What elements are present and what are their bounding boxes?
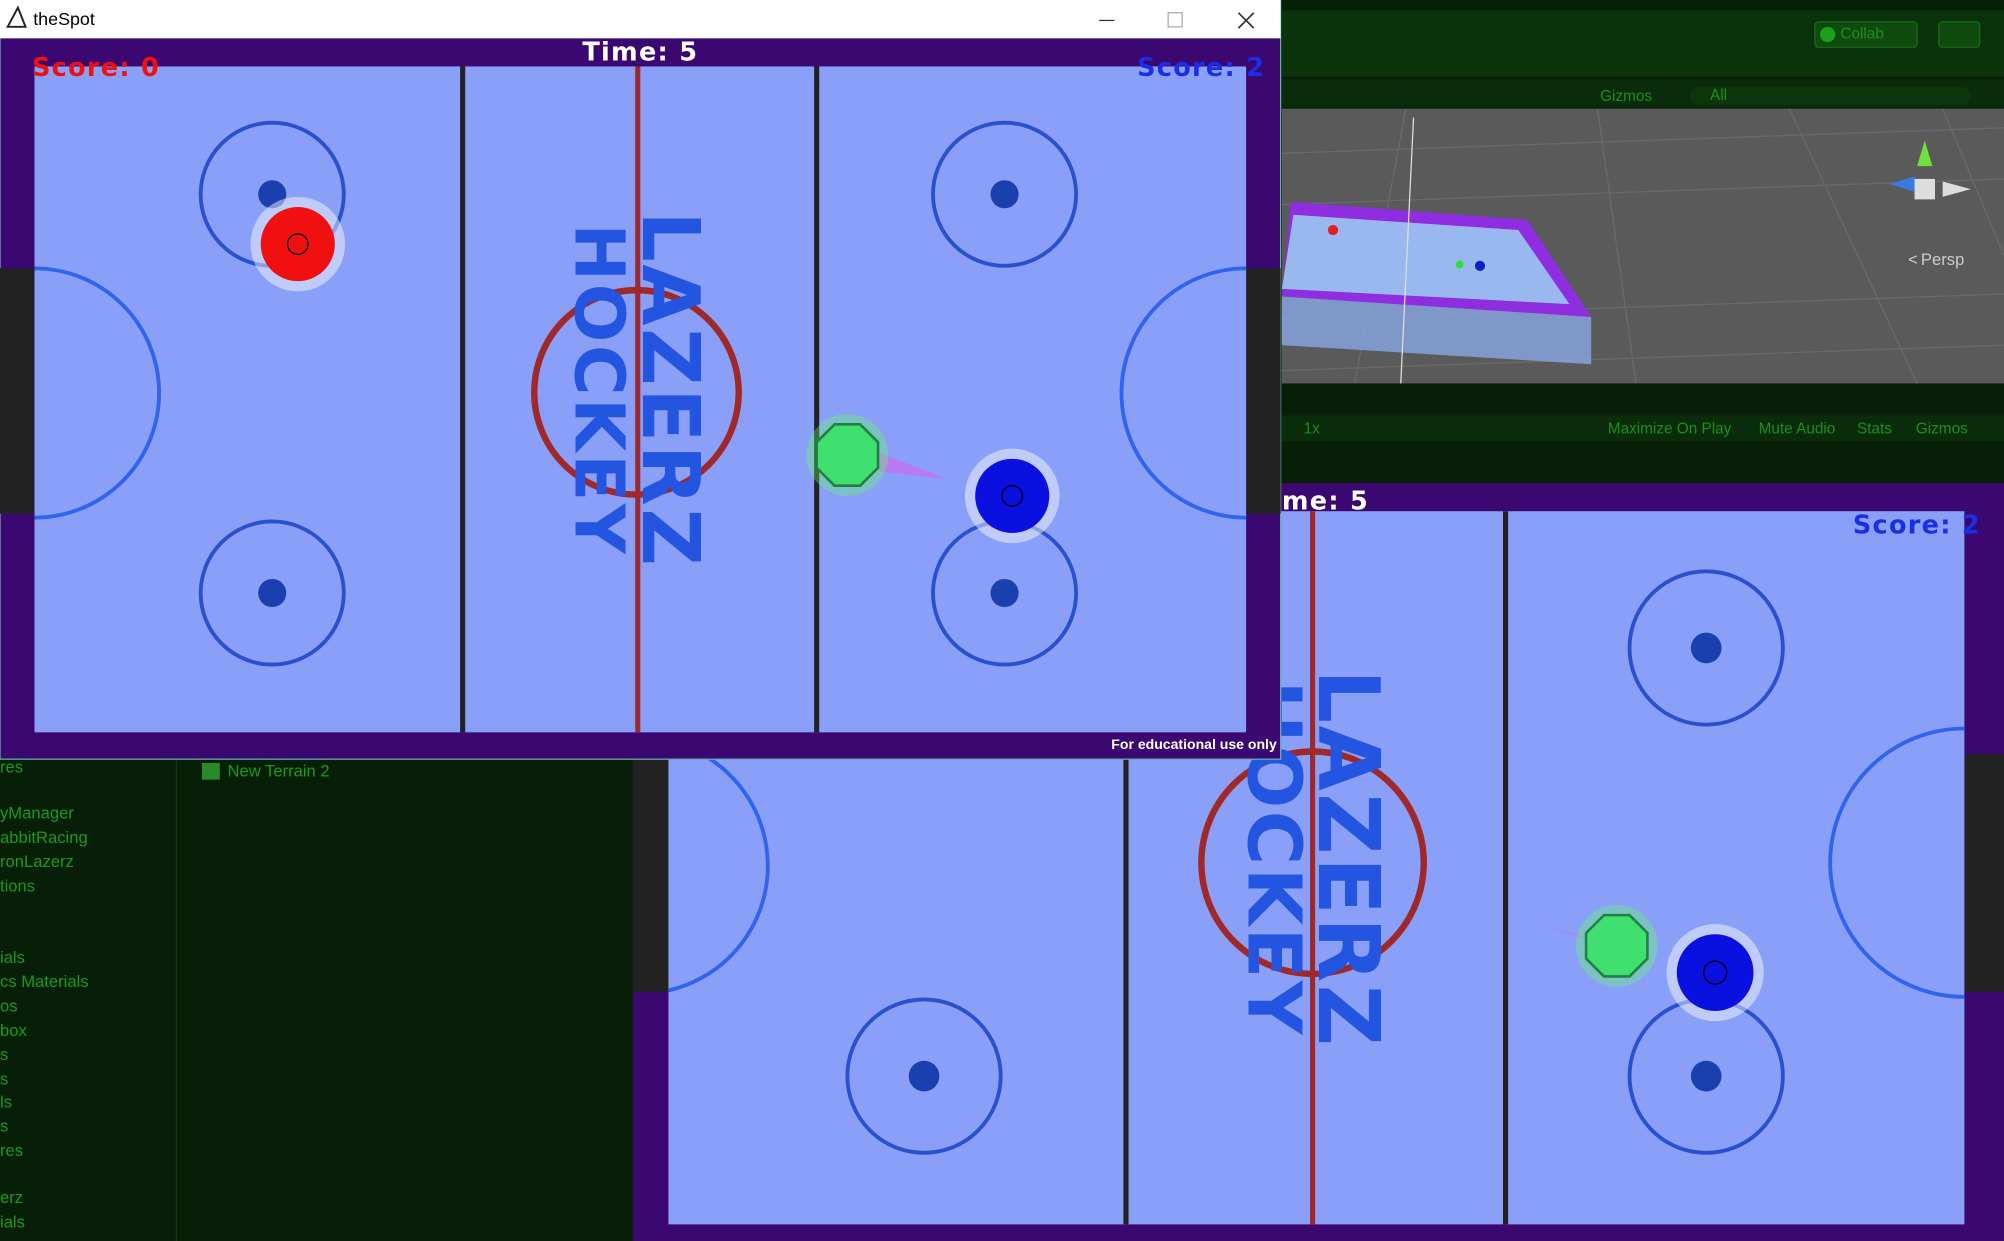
hierarchy-list: res yManager abbitRacing ronLazerz tions ials… bbox=[0, 758, 89, 1232]
paddle-center bbox=[286, 233, 309, 255]
logo-top: LAZERZ bbox=[624, 211, 717, 568]
game-scale[interactable]: 1x bbox=[1304, 420, 1321, 437]
app-icon bbox=[6, 5, 27, 28]
scene-gizmos[interactable]: Gizmos bbox=[1600, 88, 1652, 105]
scene-floor bbox=[1281, 296, 1592, 365]
toolbar-button[interactable]: Mute Audio bbox=[1759, 420, 1836, 437]
goal-left bbox=[632, 754, 669, 992]
collab-button[interactable] bbox=[1814, 21, 1918, 48]
scene-blue-paddle bbox=[1474, 260, 1486, 271]
center-circle bbox=[531, 286, 742, 498]
hierarchy-item[interactable]: s bbox=[0, 1045, 8, 1064]
persp-label[interactable]: Persp bbox=[1921, 250, 1964, 269]
hierarchy-item[interactable]: erz bbox=[0, 1188, 23, 1207]
puck bbox=[815, 423, 880, 487]
toolbar-button[interactable]: Stats bbox=[1857, 420, 1892, 437]
footer-note: For educational use only bbox=[1111, 736, 1277, 752]
hierarchy-item[interactable]: res bbox=[0, 758, 23, 777]
cloud-button[interactable] bbox=[1938, 21, 1981, 48]
search-text[interactable]: All bbox=[1710, 87, 1727, 104]
time: Time: 5 bbox=[582, 38, 698, 68]
hierarchy-item[interactable]: cs Materials bbox=[0, 972, 89, 991]
gizmo-z bbox=[1888, 176, 1915, 192]
hierarchy-item[interactable]: ials bbox=[0, 1212, 25, 1231]
toolbar-button[interactable]: Maximize On Play bbox=[1608, 420, 1732, 437]
scene-axis-line bbox=[1400, 117, 1415, 384]
score-left: Score: 0 bbox=[32, 53, 160, 83]
game-view-time: me: 5 bbox=[1282, 486, 1369, 516]
scene-rink bbox=[1281, 214, 1570, 305]
hierarchy-item[interactable]: tions bbox=[0, 876, 35, 895]
project-item[interactable]: New Terrain 2 bbox=[227, 761, 329, 780]
gizmo-x bbox=[1942, 181, 1971, 197]
maximize-button[interactable] bbox=[1167, 12, 1183, 28]
blue-paddle bbox=[1676, 934, 1754, 1011]
game-view-score: Score: 2 bbox=[1853, 511, 1981, 541]
game-toolbar-buttons: Maximize On Play Mute Audio Stats Gizmos bbox=[1608, 420, 1968, 437]
title-bar bbox=[0, 0, 1281, 39]
rink-markings bbox=[667, 569, 1965, 1155]
collab-icon bbox=[1819, 26, 1836, 43]
persp-arrow: < bbox=[1908, 250, 1918, 269]
score-right: Score: 2 bbox=[1137, 53, 1265, 83]
search-field[interactable] bbox=[1689, 86, 1971, 105]
goal-left bbox=[0, 268, 35, 514]
center-circle bbox=[1198, 748, 1427, 978]
paddle-center bbox=[1001, 485, 1024, 507]
terrain-icon bbox=[201, 763, 220, 780]
collab-label[interactable]: Collab bbox=[1840, 26, 1883, 43]
hierarchy-item[interactable]: s bbox=[0, 1117, 8, 1136]
faceoff-dots bbox=[258, 180, 1019, 608]
hierarchy-item[interactable]: res bbox=[0, 1141, 23, 1160]
close-button[interactable] bbox=[1237, 12, 1255, 29]
red-paddle bbox=[260, 207, 335, 282]
goal-right bbox=[1964, 754, 2004, 992]
blue-paddle bbox=[975, 458, 1050, 533]
hierarchy-item[interactable]: yManager bbox=[0, 804, 74, 823]
gizmo-center bbox=[1914, 178, 1935, 200]
hierarchy-item[interactable]: box bbox=[0, 1021, 27, 1040]
scene-grid bbox=[1281, 108, 2004, 384]
hierarchy-item[interactable]: ials bbox=[0, 948, 25, 967]
puck bbox=[1584, 913, 1649, 978]
hierarchy-item[interactable]: s bbox=[0, 1069, 8, 1088]
scene-red-paddle bbox=[1327, 224, 1339, 236]
window-title: theSpot bbox=[33, 9, 95, 29]
hierarchy-item[interactable]: os bbox=[0, 997, 18, 1016]
hierarchy-item[interactable]: abbitRacing bbox=[0, 828, 88, 847]
logo-bottom: HOCKEY bbox=[558, 223, 638, 556]
hierarchy-item[interactable]: ls bbox=[0, 1092, 12, 1111]
faceoff-dots bbox=[908, 632, 1722, 1092]
paddle-center bbox=[1703, 960, 1728, 985]
goal-right bbox=[1246, 268, 1281, 514]
scene-puck bbox=[1455, 260, 1464, 269]
game-toolbar bbox=[1281, 415, 2004, 441]
logo-top: LAZERZ bbox=[1299, 669, 1397, 1048]
toolbar-button[interactable]: Gizmos bbox=[1916, 420, 1968, 437]
gizmo-y bbox=[1917, 140, 1933, 167]
hierarchy-item[interactable]: ronLazerz bbox=[0, 852, 74, 871]
